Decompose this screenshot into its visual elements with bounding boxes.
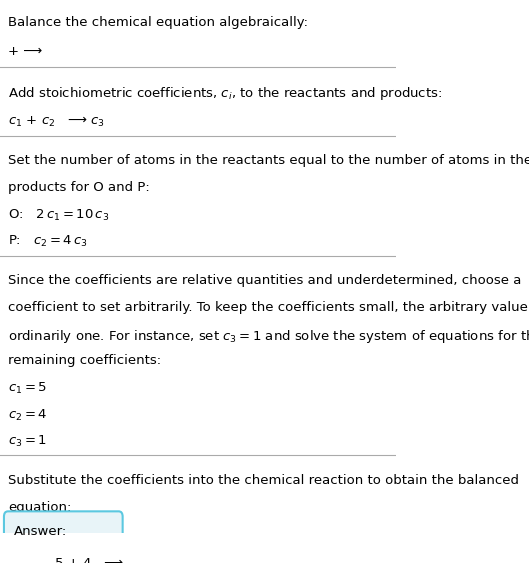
Text: $c_1 = 5$: $c_1 = 5$ <box>8 381 47 396</box>
Text: Answer:: Answer: <box>14 525 67 538</box>
Text: Substitute the coefficients into the chemical reaction to obtain the balanced: Substitute the coefficients into the che… <box>8 474 519 487</box>
Text: Since the coefficients are relative quantities and underdetermined, choose a: Since the coefficients are relative quan… <box>8 274 521 287</box>
FancyBboxPatch shape <box>4 511 123 563</box>
Text: Add stoichiometric coefficients, $c_i$, to the reactants and products:: Add stoichiometric coefficients, $c_i$, … <box>8 85 442 102</box>
Text: $c_1$ + $c_2$   ⟶ $c_3$: $c_1$ + $c_2$ ⟶ $c_3$ <box>8 114 105 128</box>
Text: Set the number of atoms in the reactants equal to the number of atoms in the: Set the number of atoms in the reactants… <box>8 154 529 167</box>
Text: O:   $2\,c_1 = 10\,c_3$: O: $2\,c_1 = 10\,c_3$ <box>8 208 110 223</box>
Text: Balance the chemical equation algebraically:: Balance the chemical equation algebraica… <box>8 16 308 29</box>
Text: ordinarily one. For instance, set $c_3 = 1$ and solve the system of equations fo: ordinarily one. For instance, set $c_3 =… <box>8 328 529 345</box>
Text: P:   $c_2 = 4\,c_3$: P: $c_2 = 4\,c_3$ <box>8 234 88 249</box>
Text: 5 + 4   ⟶: 5 + 4 ⟶ <box>56 557 123 563</box>
Text: $c_2 = 4$: $c_2 = 4$ <box>8 408 48 423</box>
Text: remaining coefficients:: remaining coefficients: <box>8 354 161 367</box>
Text: coefficient to set arbitrarily. To keep the coefficients small, the arbitrary va: coefficient to set arbitrarily. To keep … <box>8 301 529 314</box>
Text: + ⟶: + ⟶ <box>8 45 42 59</box>
Text: $c_3 = 1$: $c_3 = 1$ <box>8 434 47 449</box>
Text: equation:: equation: <box>8 501 71 513</box>
Text: products for O and P:: products for O and P: <box>8 181 150 194</box>
